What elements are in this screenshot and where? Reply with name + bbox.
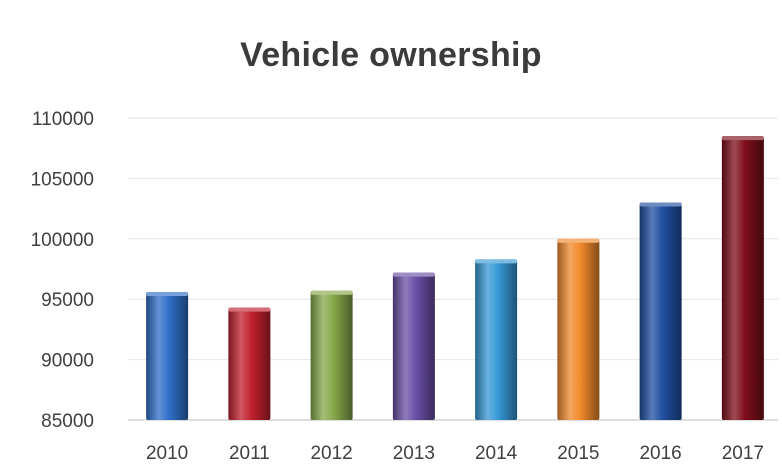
bar-cap-2014	[475, 259, 518, 264]
y-tick-label: 110000	[32, 109, 94, 130]
bar-cap-2013	[392, 272, 435, 277]
bar-cap-2016	[639, 202, 682, 207]
y-tick-label: 90000	[41, 351, 94, 372]
x-axis-ticks: 2010 2011 2012 2013 2014 2015 2016 2017	[146, 443, 764, 464]
x-tick-label: 2013	[393, 443, 435, 464]
bar-cap-2015	[557, 238, 600, 243]
bar-2014	[475, 259, 518, 420]
bar-2013	[392, 272, 435, 420]
y-axis-ticks: 85000 90000 95000 100000 105000 110000	[31, 109, 94, 432]
y-tick-label: 85000	[41, 411, 94, 432]
bar-2017	[721, 136, 764, 420]
y-tick-label: 95000	[41, 290, 94, 311]
x-tick-label: 2017	[722, 443, 764, 464]
bar-2010	[146, 291, 189, 420]
chart-title: Vehicle ownership	[240, 36, 542, 74]
x-tick-label: 2011	[229, 443, 270, 464]
y-tick-label: 105000	[31, 169, 94, 190]
x-tick-label: 2015	[557, 443, 599, 464]
bar-2016	[639, 202, 682, 420]
bar-cap-2010	[146, 291, 189, 296]
x-tick-label: 2012	[310, 443, 352, 464]
x-tick-label: 2010	[146, 443, 188, 464]
bar-2012	[310, 290, 353, 420]
bar-2011	[228, 307, 271, 420]
bar-2015	[557, 238, 600, 420]
bar-cap-2011	[228, 307, 271, 312]
x-tick-label: 2014	[475, 443, 518, 464]
bar-cap-2012	[310, 290, 353, 295]
y-tick-label: 100000	[31, 230, 94, 251]
x-tick-label: 2016	[639, 443, 681, 464]
bars	[146, 136, 764, 420]
bar-cap-2017	[721, 136, 764, 141]
